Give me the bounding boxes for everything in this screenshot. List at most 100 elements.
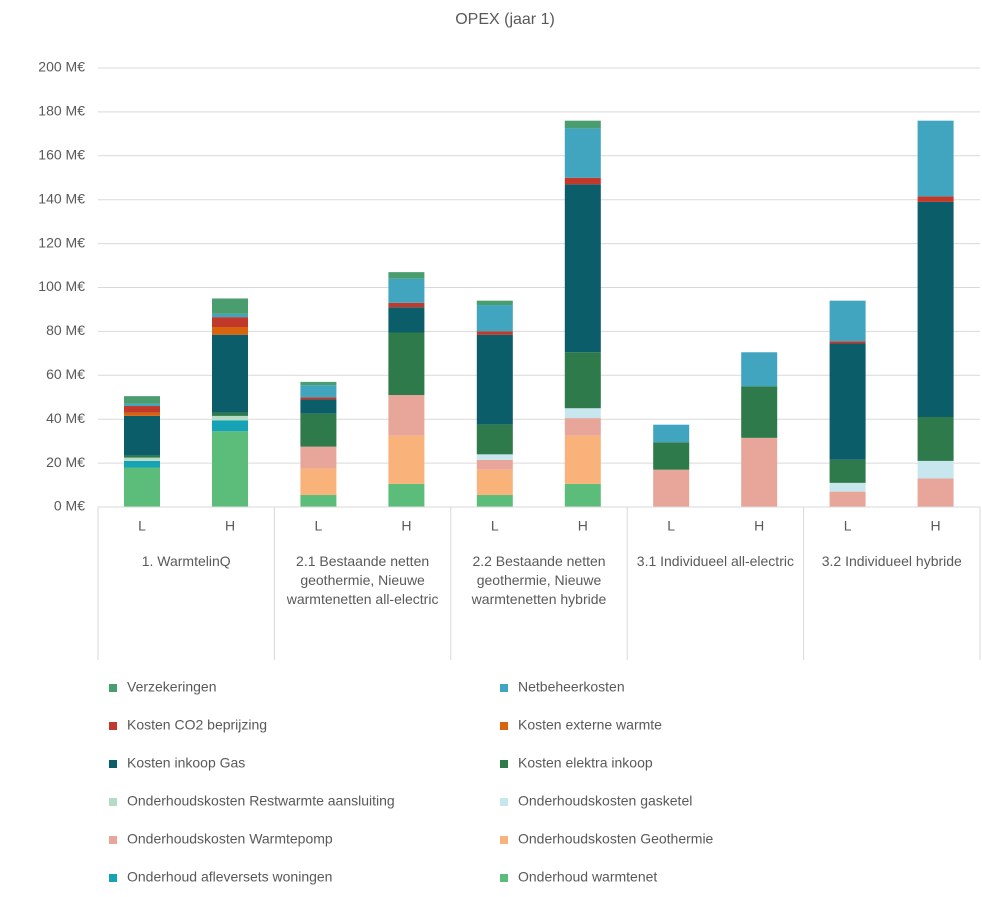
bar-segment [300, 494, 337, 507]
bar-segment [124, 455, 160, 458]
group-label: 3.1 Individueel all-electric [636, 553, 794, 569]
bar-segment [212, 431, 248, 507]
legend-label: Onderhoud afleversets woningen [127, 869, 332, 885]
legend-swatch [109, 760, 117, 768]
bar-segment [829, 482, 866, 492]
bar-segment [388, 483, 425, 507]
y-tick-label: 100 M€ [38, 278, 85, 294]
bar-segment [300, 381, 337, 386]
chart-title: OPEX (jaar 1) [455, 11, 555, 28]
bar-segment [741, 437, 778, 507]
legend-label: Kosten elektra inkoop [518, 755, 653, 771]
x-tick-label: H [578, 518, 588, 534]
legend-swatch [500, 836, 508, 844]
bar-segment [388, 272, 425, 279]
bar-segment [564, 408, 601, 419]
group-label-box: 3.2 Individueel hybride [821, 553, 962, 569]
y-tick-label: 160 M€ [38, 147, 85, 163]
y-tick-label: 80 M€ [46, 322, 85, 338]
bar-segment [476, 459, 513, 470]
y-tick-label: 180 M€ [38, 103, 85, 119]
bar-segment [300, 413, 337, 447]
legend-swatch [500, 874, 508, 882]
x-tick-label: H [225, 518, 235, 534]
bar-segment [476, 469, 513, 495]
bar-segment [829, 491, 866, 507]
legend-label: Onderhoud warmtenet [518, 869, 657, 885]
bar-segment [388, 435, 425, 484]
bar-segment [212, 334, 248, 413]
group-label-box: 3.1 Individueel all-electric [636, 553, 794, 569]
x-tick-label: H [931, 518, 941, 534]
bar-segment [564, 435, 601, 484]
bar-segment [300, 397, 337, 400]
legend-swatch [500, 722, 508, 730]
bar-segment [124, 412, 160, 416]
legend-swatch [109, 798, 117, 806]
bar-segment [212, 298, 248, 314]
bar-segment [829, 300, 866, 342]
bar-segment [741, 352, 778, 387]
legend-label: Onderhoudskosten Restwarmte aansluiting [127, 793, 395, 809]
bar-segment [917, 460, 954, 479]
bar-segment [388, 332, 425, 396]
bar-segment [564, 483, 601, 507]
y-tick-label: 120 M€ [38, 234, 85, 250]
y-tick-label: 20 M€ [46, 454, 85, 470]
bar-segment [476, 331, 513, 335]
bar-segment [829, 341, 866, 344]
bar-segment [212, 420, 248, 432]
bar-segment [653, 469, 690, 507]
bar-segment [124, 403, 160, 407]
group-label: 3.2 Individueel hybride [821, 553, 962, 569]
bar-segment [476, 300, 513, 306]
bar-segment [564, 177, 601, 185]
bar-segment [388, 278, 425, 303]
x-tick-label: H [754, 518, 764, 534]
legend-label: Kosten externe warmte [518, 717, 662, 733]
bar-segment [476, 494, 513, 507]
bar-segment [300, 399, 337, 414]
bar-segment [917, 196, 954, 202]
bar-segment [653, 424, 690, 443]
bar-segment [300, 446, 337, 469]
y-tick-label: 60 M€ [46, 366, 85, 382]
legend-swatch [500, 684, 508, 692]
bar-segment [212, 415, 248, 421]
legend-label: Onderhoudskosten gasketel [518, 793, 692, 809]
y-tick-label: 140 M€ [38, 190, 85, 206]
bar-segment [917, 201, 954, 418]
x-tick-label: L [844, 518, 852, 534]
bar-segment [212, 327, 248, 335]
bar-segment [564, 352, 601, 409]
legend-label: Netbeheerkosten [518, 679, 625, 695]
bar-segment [388, 302, 425, 308]
bar-segment [564, 128, 601, 178]
group-label: 1. WarmtelinQ [141, 553, 231, 569]
y-tick-label: 0 M€ [54, 498, 85, 514]
bar-segment [124, 467, 160, 507]
bar-segment [564, 418, 601, 436]
bar-segment [829, 459, 866, 483]
legend-label: Verzekeringen [127, 679, 217, 695]
group-label: 2.1 Bestaande netten geothermie, Nieuwe … [286, 553, 439, 607]
bar-segment [212, 317, 248, 328]
bar-segment [212, 412, 248, 416]
legend-label: Onderhoudskosten Warmtepomp [127, 831, 333, 847]
bar-segment [124, 415, 160, 456]
bar-segment [564, 184, 601, 353]
bar-segment [476, 454, 513, 460]
x-tick-label: L [315, 518, 323, 534]
bar-segment [212, 313, 248, 318]
bar-segment [917, 478, 954, 507]
legend-label: Onderhoudskosten Geothermie [518, 831, 714, 847]
legend-swatch [500, 798, 508, 806]
group-label: 2.2 Bestaande netten geothermie, Nieuwe … [471, 553, 607, 607]
bar-segment [388, 395, 425, 436]
bar-segment [300, 385, 337, 398]
bar-segment [476, 424, 513, 455]
bar-segment [829, 343, 866, 460]
group-label-box: 2.1 Bestaande netten geothermie, Nieuwe … [286, 553, 439, 607]
bar-segment [124, 396, 160, 404]
